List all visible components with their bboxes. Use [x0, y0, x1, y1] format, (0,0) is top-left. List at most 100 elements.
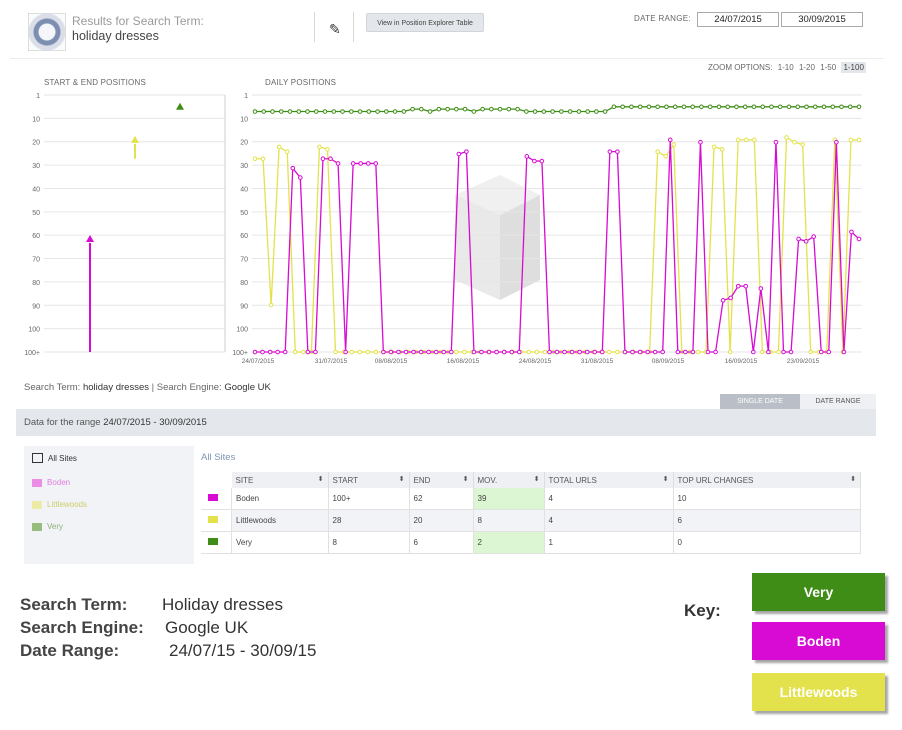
site-filter-very[interactable]: Very — [32, 522, 63, 531]
cell-site: Very — [231, 531, 329, 554]
x-tick-label: 16/09/2015 — [725, 358, 758, 365]
data-point-boden — [343, 349, 348, 355]
y-tick-label: 90 — [32, 303, 40, 310]
column-total-urls-label: TOTAL URLS — [548, 475, 597, 485]
column-site[interactable]: SITE ⬍ — [231, 472, 329, 488]
watermark-logo — [500, 195, 540, 300]
data-point-boden — [539, 158, 545, 164]
data-point-very — [313, 109, 319, 114]
site-filter-boden[interactable]: Boden — [32, 478, 70, 487]
data-point-boden — [841, 349, 847, 355]
data-point-very — [278, 109, 284, 114]
sort-icon[interactable]: ⬍ — [317, 476, 324, 483]
data-point-boden — [252, 349, 258, 355]
footer-range-label: Date Range: — [20, 641, 120, 660]
column-end-label: END — [413, 475, 431, 485]
footer-range-value: 24/07/15 - 30/09/15 — [169, 641, 317, 660]
view-position-explorer-button[interactable]: View in Position Explorer Table — [366, 13, 484, 32]
data-point-very — [856, 104, 862, 110]
table-row[interactable]: Littlewoods 28 20 8 4 6 — [201, 509, 861, 532]
date-from-input[interactable] — [697, 12, 779, 27]
column-end[interactable]: END ⬍ — [409, 472, 474, 488]
data-point-boden — [260, 349, 265, 355]
zoom-option-1-10[interactable]: 1-10 — [777, 63, 794, 72]
data-point-boden — [365, 161, 371, 166]
data-point-boden — [547, 349, 552, 355]
y-tick-label: 90 — [240, 303, 248, 310]
sort-icon[interactable]: ⬍ — [662, 476, 669, 483]
data-point-very — [462, 106, 468, 112]
column-start-label: START — [332, 475, 358, 485]
key-littlewoods: Littlewoods — [752, 673, 885, 711]
start-end-positions-title: START & END POSITIONS — [44, 78, 146, 87]
data-point-very — [392, 109, 398, 114]
daily-positions-chart[interactable]: 1 10 20 30 40 50 60 70 80 90 100 100+24/07/2015 31/0… — [232, 93, 862, 365]
data-point-boden — [622, 349, 628, 355]
data-point-littlewoods — [800, 142, 805, 147]
y-tick-label: 20 — [240, 140, 248, 147]
data-point-littlewoods — [292, 349, 298, 355]
data-point-very — [751, 104, 757, 110]
data-point-boden — [834, 139, 839, 145]
data-point-very — [637, 104, 643, 110]
column-total-urls[interactable]: TOTAL URLS ⬍ — [544, 472, 674, 488]
data-point-littlewoods — [663, 154, 669, 159]
data-point-very — [532, 109, 538, 114]
data-point-littlewoods — [526, 349, 532, 355]
data-point-very — [375, 109, 380, 114]
data-point-very — [489, 106, 494, 112]
sort-icon[interactable]: ⬍ — [398, 476, 405, 483]
all-sites-heading[interactable]: All Sites — [201, 452, 236, 463]
data-point-boden — [766, 349, 771, 355]
zoom-option-1-20[interactable]: 1-20 — [798, 63, 815, 72]
data-point-littlewoods — [776, 349, 781, 355]
data-point-littlewoods — [260, 156, 266, 162]
site-filter-all[interactable]: All Sites — [32, 453, 77, 463]
cell-end: 6 — [409, 531, 474, 554]
cell-top-url-changes: 0 — [673, 531, 861, 554]
table-row[interactable]: Boden 100+ 62 39 4 10 — [201, 488, 861, 510]
edit-pencil-icon[interactable]: ✎ — [329, 21, 341, 37]
data-point-boden — [667, 137, 673, 143]
data-point-littlewoods — [252, 156, 258, 162]
column-mov[interactable]: MOV. ⬍ — [473, 472, 545, 488]
y-tick-label: 10 — [240, 116, 248, 123]
data-point-boden — [592, 349, 598, 355]
sort-icon[interactable]: ⬍ — [850, 476, 856, 483]
series-line-boden — [255, 139, 860, 353]
data-point-boden — [856, 236, 862, 242]
zoom-option-1-50[interactable]: 1-50 — [820, 63, 837, 72]
footer-term-label: Search Term: — [20, 595, 128, 614]
search-summary: Search Term: holiday dresses | Search En… — [24, 382, 271, 393]
search-term-title: holiday dresses — [72, 29, 159, 43]
data-point-very — [585, 109, 590, 114]
data-point-very — [611, 104, 617, 110]
data-point-boden — [577, 349, 582, 355]
data-point-boden — [818, 349, 824, 355]
tab-date-range[interactable]: DATE RANGE — [800, 394, 876, 409]
data-point-very — [524, 109, 529, 114]
column-start[interactable]: START ⬍ — [328, 472, 410, 488]
tab-single-date[interactable]: SINGLE DATE — [720, 394, 800, 409]
data-point-boden — [562, 349, 567, 355]
y-tick-label: 50 — [240, 210, 248, 217]
date-to-input[interactable] — [781, 12, 863, 27]
data-point-boden — [290, 165, 296, 171]
results-label: Results for Search Term: — [72, 14, 204, 28]
all-sites-checkbox[interactable] — [32, 453, 43, 463]
column-top-url-changes[interactable]: TOP URL CHANGES ⬍ — [673, 472, 861, 488]
data-point-littlewoods — [727, 349, 733, 355]
y-tick-label: 30 — [240, 163, 248, 170]
data-point-very — [348, 109, 354, 114]
data-point-very — [401, 109, 407, 114]
sort-icon[interactable]: ⬍ — [462, 476, 469, 483]
x-tick-label: 23/09/2015 — [787, 358, 820, 365]
site-filter-littlewoods[interactable]: Littlewoods — [32, 500, 87, 509]
zoom-option-1-100[interactable]: 1-100 — [841, 62, 866, 73]
data-point-boden — [403, 349, 409, 355]
data-point-very — [454, 106, 459, 112]
table-row[interactable]: Very 8 6 2 1 0 — [201, 531, 861, 554]
data-point-littlewoods — [373, 349, 379, 355]
data-point-boden — [713, 349, 718, 355]
sort-icon[interactable]: ⬍ — [533, 476, 540, 483]
